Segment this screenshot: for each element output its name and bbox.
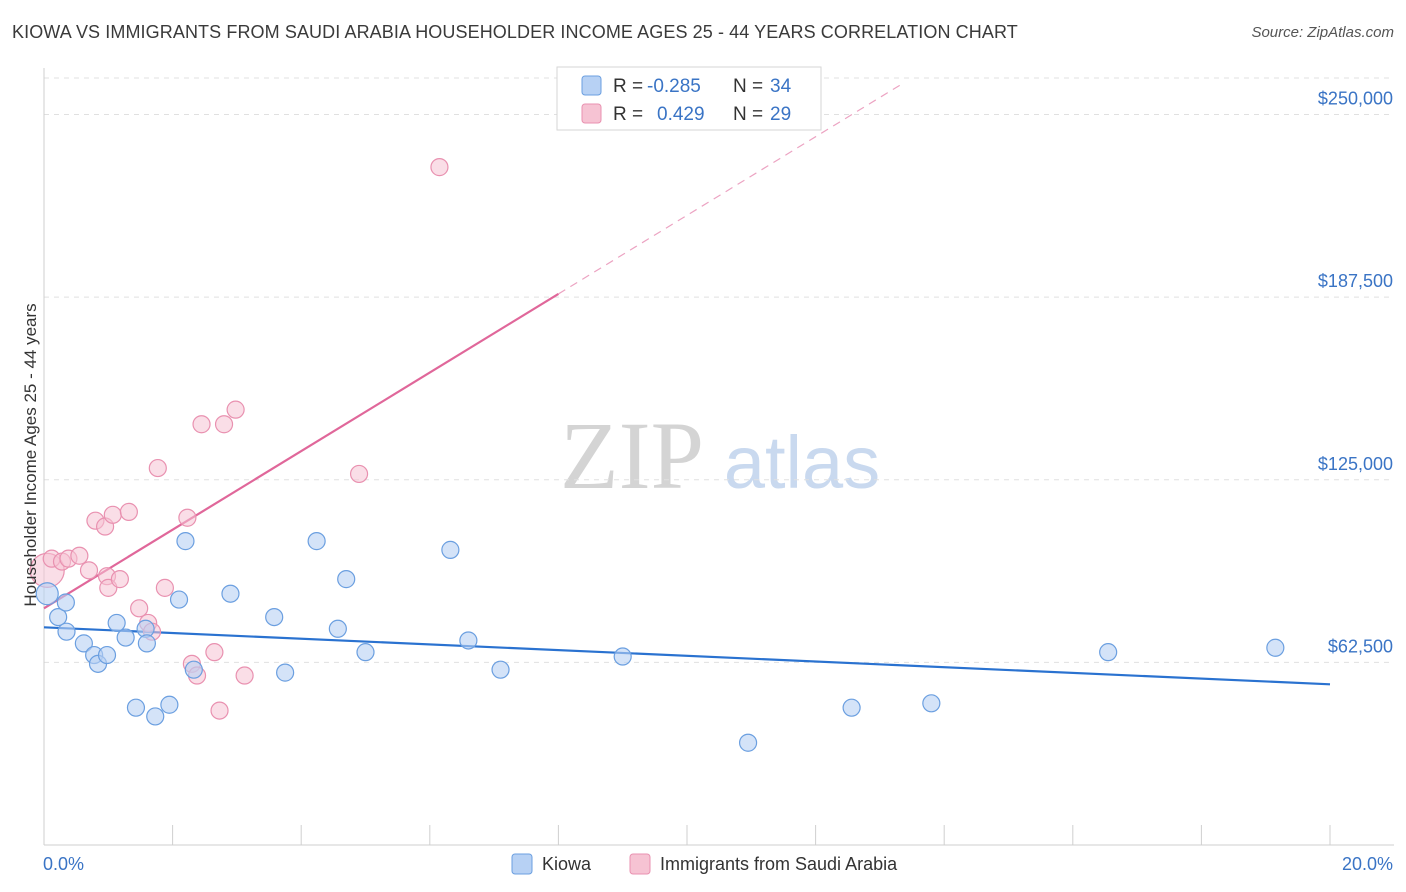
legend-r-value-saudi: 0.429: [657, 104, 705, 125]
point-saudi-11: [110, 570, 129, 589]
point-kiowa-31: [922, 694, 941, 713]
point-kiowa-9: [116, 628, 135, 647]
point-kiowa-10: [126, 698, 146, 717]
point-saudi-21: [192, 415, 211, 434]
chart-title: KIOWA VS IMMIGRANTS FROM SAUDI ARABIA HO…: [12, 22, 1018, 42]
bottom-legend-saudi: Immigrants from Saudi Arabia: [660, 854, 898, 874]
point-saudi-16: [148, 458, 167, 478]
point-saudi-18: [178, 508, 197, 527]
legend-n-label-kiowa: N =: [733, 76, 763, 97]
bottom-legend-swatch-kiowa: [511, 853, 533, 875]
point-saudi-4: [70, 546, 89, 565]
point-kiowa-32: [1099, 643, 1118, 662]
y-tick-label-0: $62,500: [1328, 636, 1393, 656]
y-tick-label-1: $125,000: [1318, 454, 1393, 474]
watermark-atlas: atlas: [724, 421, 880, 504]
bottom-legend-kiowa: Kiowa: [542, 854, 592, 874]
point-kiowa-18: [221, 584, 240, 603]
point-saudi-10: [103, 505, 122, 524]
point-saudi-26: [235, 666, 254, 685]
legend-box: R = -0.285 N = 34 R = 0.429 N = 29: [556, 66, 822, 131]
point-kiowa-27: [491, 660, 510, 679]
legend-n-value-saudi: 29: [770, 104, 791, 125]
legend-swatch-kiowa: [581, 75, 602, 96]
point-kiowa-26: [459, 631, 478, 650]
point-saudi-24: [214, 415, 234, 434]
legend-r-label-saudi: R =: [613, 104, 643, 125]
point-kiowa-13: [146, 707, 165, 726]
point-kiowa-30: [842, 698, 861, 717]
point-kiowa-15: [169, 590, 189, 609]
point-saudi-13: [130, 599, 149, 618]
trendline-kiowa: [43, 626, 1331, 686]
point-kiowa-8: [107, 613, 126, 633]
point-saudi-17: [155, 578, 174, 597]
y-tick-label-3: $250,000: [1318, 89, 1393, 109]
point-kiowa-24: [356, 643, 375, 662]
y-tick-label-2: $187,500: [1318, 271, 1393, 291]
watermark-zip: ZIP: [560, 402, 704, 509]
point-saudi-27: [349, 464, 369, 484]
x-tick-label-0: 0.0%: [43, 854, 84, 874]
point-kiowa-22: [328, 619, 347, 638]
point-kiowa-12: [137, 634, 156, 653]
point-kiowa-29: [738, 733, 758, 752]
point-kiowa-3: [57, 622, 76, 641]
point-saudi-28: [430, 158, 449, 177]
legend-n-value-kiowa: 34: [770, 76, 792, 97]
trendline-saudi-extension: [558, 84, 901, 295]
point-saudi-23: [210, 701, 229, 720]
point-kiowa-21: [307, 532, 326, 551]
point-saudi-25: [226, 400, 245, 419]
bottom-legend: Kiowa Immigrants from Saudi Arabia: [511, 853, 898, 875]
legend-r-value-kiowa: -0.285: [647, 76, 701, 97]
point-kiowa-2: [56, 593, 75, 612]
point-kiowa-14: [160, 695, 179, 714]
bottom-legend-swatch-saudi: [629, 853, 651, 875]
point-saudi-22: [205, 643, 224, 662]
point-kiowa-19: [265, 607, 284, 627]
point-saudi-12: [119, 502, 138, 522]
point-kiowa-33: [1266, 638, 1285, 657]
legend-r-label-kiowa: R =: [613, 76, 643, 97]
x-tick-label-1: 20.0%: [1342, 854, 1393, 874]
point-kiowa-4: [74, 634, 93, 653]
point-kiowa-0: [35, 582, 59, 606]
point-kiowa-7: [97, 645, 117, 665]
point-kiowa-23: [337, 570, 356, 589]
point-kiowa-25: [441, 540, 460, 559]
point-kiowa-1: [49, 607, 68, 627]
y-axis-title: Householder Income Ages 25 - 44 years: [21, 303, 40, 606]
trendline-saudi: [43, 292, 559, 610]
source-label: Source: ZipAtlas.com: [1251, 24, 1394, 41]
legend-swatch-saudi: [581, 103, 602, 124]
point-kiowa-20: [276, 663, 295, 682]
point-kiowa-16: [176, 532, 195, 551]
point-saudi-5: [79, 561, 99, 580]
point-kiowa-17: [184, 660, 203, 679]
point-kiowa-28: [613, 647, 632, 666]
legend-n-label-saudi: N =: [733, 104, 763, 125]
